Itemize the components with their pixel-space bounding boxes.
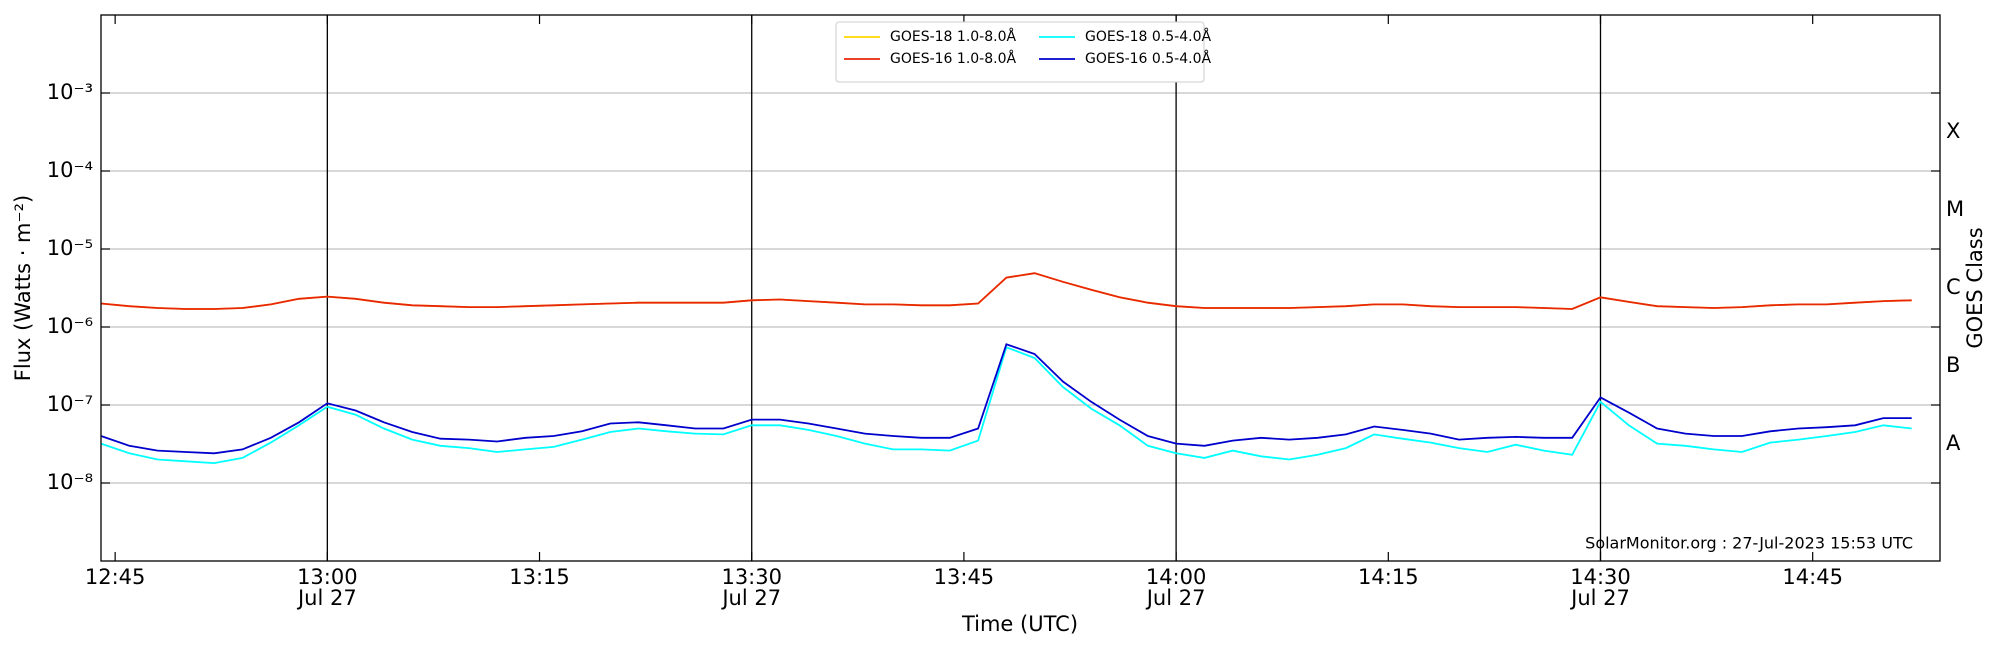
x-tick-label: 13:30 (721, 565, 782, 589)
legend-label: GOES-18 1.0-8.0Å (890, 28, 1016, 45)
legend: GOES-18 1.0-8.0Å GOES-16 1.0-8.0Å GOES-18 … (835, 21, 1211, 83)
y2-tick-label: B (1946, 353, 1960, 377)
legend-label: GOES-18 0.5-4.0Å (1085, 28, 1211, 45)
x-tick-label: 14:45 (1782, 565, 1843, 589)
x-tick-label: 14:00 (1146, 565, 1207, 589)
y-tick-label: 10⁻⁵ (47, 236, 93, 260)
y-tick-label: 10⁻³ (47, 80, 93, 104)
x-tick-label: 14:15 (1358, 565, 1419, 589)
y-axis-label: Flux (Watts · m⁻²) (11, 195, 35, 381)
x-tick-label: 13:00 (297, 565, 358, 589)
annotation: SolarMonitor.org : 27-Jul-2023 15:53 UTC (1585, 534, 1913, 553)
x-tick-date: Jul 27 (1145, 586, 1206, 610)
y-tick-label: 10⁻⁶ (47, 314, 93, 338)
legend-label: GOES-16 0.5-4.0Å (1085, 50, 1211, 67)
x-tick-date: Jul 27 (296, 586, 357, 610)
legend-box (835, 21, 1205, 83)
y2-tick-label: X (1946, 119, 1960, 143)
y-tick-label: 10⁻⁷ (47, 392, 93, 416)
x-tick-label: 13:45 (934, 565, 995, 589)
x-tick-label: 13:15 (509, 565, 570, 589)
y2-tick-label: M (1946, 197, 1964, 221)
y2-tick-label: A (1946, 431, 1961, 455)
y2-axis-label: GOES Class (1963, 227, 1987, 348)
series-line (100, 343, 1912, 455)
x-tick-date: Jul 27 (720, 586, 781, 610)
series-line (100, 272, 1912, 310)
x-tick-label: 12:45 (85, 565, 146, 589)
plot-frame (100, 14, 1941, 562)
x-tick-date: Jul 27 (1569, 586, 1630, 610)
series-line (100, 346, 1912, 465)
y-tick-label: 10⁻⁴ (47, 158, 93, 182)
x-axis-label: Time (UTC) (961, 612, 1078, 636)
x-tick-label: 14:30 (1570, 565, 1631, 589)
legend-label: GOES-16 1.0-8.0Å (890, 50, 1016, 67)
y-tick-label: 10⁻⁸ (47, 470, 93, 494)
y2-tick-label: C (1946, 275, 1961, 299)
